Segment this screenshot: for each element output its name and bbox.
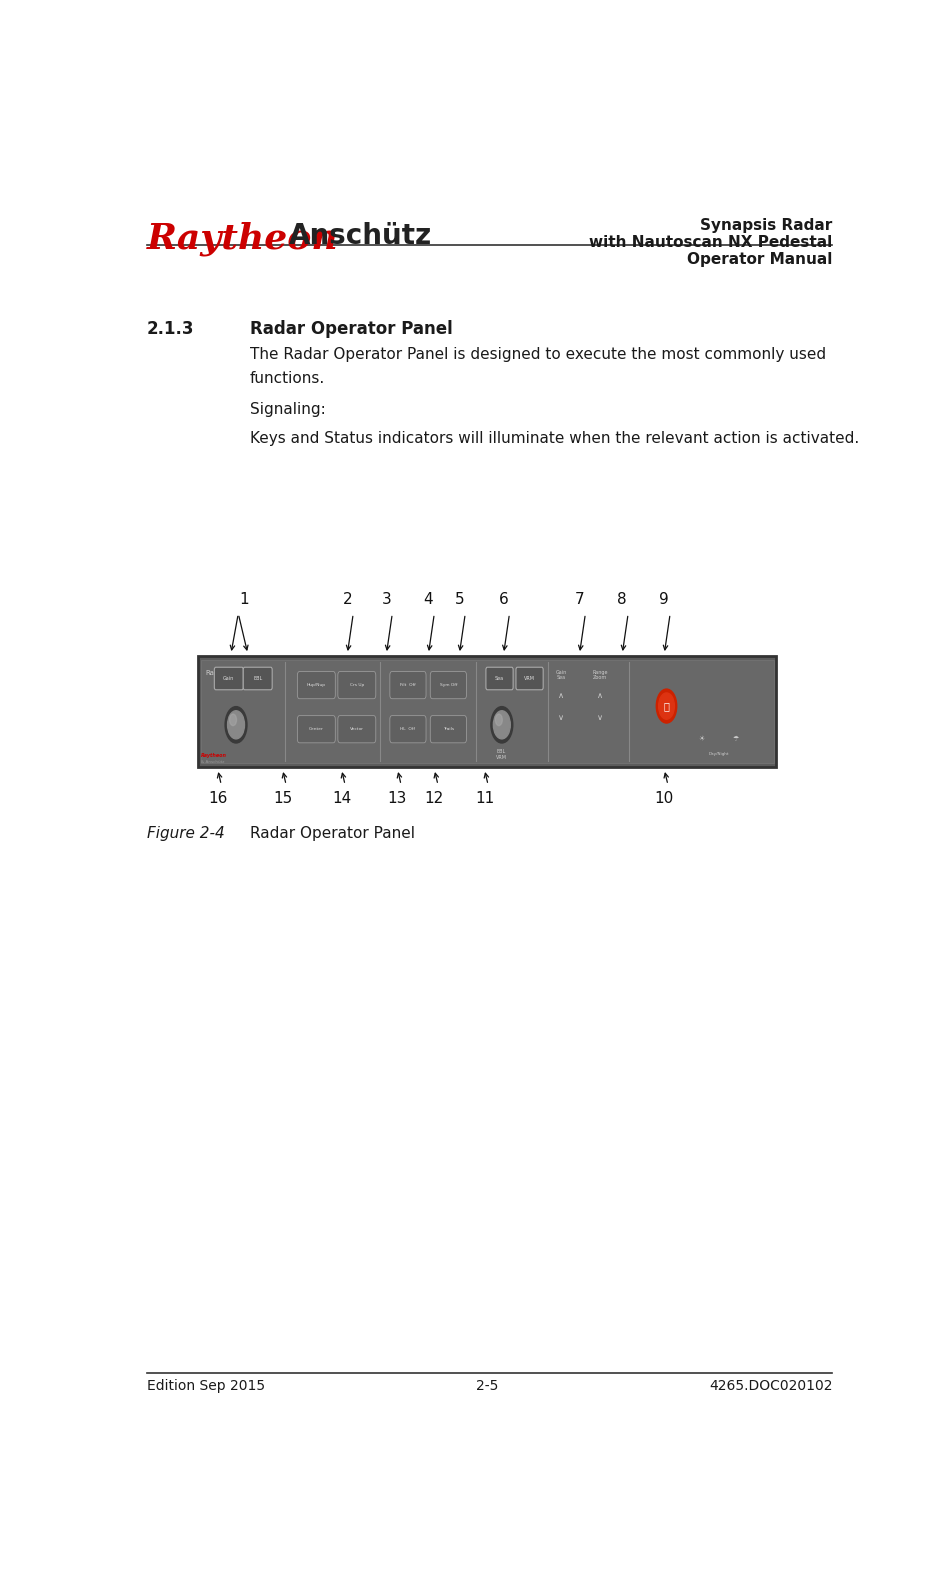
FancyBboxPatch shape <box>390 671 426 698</box>
Text: 10: 10 <box>654 791 674 807</box>
Text: 2.1.3: 2.1.3 <box>146 320 194 337</box>
Text: Gain
Sea: Gain Sea <box>555 670 567 681</box>
Text: Gain: Gain <box>223 676 235 681</box>
Text: Keys and Status indicators will illuminate when the relevant action is activated: Keys and Status indicators will illumina… <box>250 431 860 445</box>
Text: Vector: Vector <box>350 727 363 732</box>
Text: 8: 8 <box>617 592 627 608</box>
Ellipse shape <box>494 711 511 738</box>
Bar <box>199 657 776 767</box>
FancyBboxPatch shape <box>338 671 376 698</box>
Text: Crs Up: Crs Up <box>350 683 364 687</box>
FancyBboxPatch shape <box>298 671 336 698</box>
Text: Sym Off: Sym Off <box>439 683 457 687</box>
Text: Filt  Off: Filt Off <box>400 683 416 687</box>
Ellipse shape <box>491 706 513 743</box>
Text: Anschütz: Anschütz <box>288 221 432 250</box>
FancyBboxPatch shape <box>214 667 243 690</box>
Text: ∨: ∨ <box>558 713 564 722</box>
Text: 15: 15 <box>273 791 292 807</box>
Ellipse shape <box>227 711 244 738</box>
Text: Trails: Trails <box>443 727 454 732</box>
Text: 2-5: 2-5 <box>476 1379 498 1392</box>
Text: ∧: ∧ <box>558 690 564 700</box>
Text: & Anschütz: & Anschütz <box>202 760 224 765</box>
Text: 16: 16 <box>208 791 227 807</box>
Text: 4265.DOC020102: 4265.DOC020102 <box>708 1379 832 1392</box>
Ellipse shape <box>659 694 674 719</box>
Text: Range
Zoom: Range Zoom <box>592 670 608 681</box>
FancyBboxPatch shape <box>430 716 467 743</box>
FancyBboxPatch shape <box>338 716 376 743</box>
Text: 7: 7 <box>574 592 584 608</box>
Ellipse shape <box>656 689 677 722</box>
Text: Radar: Radar <box>205 670 225 676</box>
FancyBboxPatch shape <box>298 716 336 743</box>
FancyBboxPatch shape <box>430 671 467 698</box>
Text: Sea: Sea <box>495 676 504 681</box>
Text: VRM: VRM <box>524 676 535 681</box>
Text: 3: 3 <box>381 592 391 608</box>
Ellipse shape <box>225 706 247 743</box>
FancyBboxPatch shape <box>486 667 514 690</box>
Text: Synapsis Radar: Synapsis Radar <box>700 218 832 232</box>
Text: Day/Night: Day/Night <box>708 751 728 756</box>
Text: Figure 2-4: Figure 2-4 <box>146 826 224 840</box>
FancyBboxPatch shape <box>243 667 272 690</box>
Text: Edition Sep 2015: Edition Sep 2015 <box>146 1379 265 1392</box>
Text: Center: Center <box>309 727 323 732</box>
Text: ⌖: ⌖ <box>664 702 670 711</box>
Bar <box>201 660 774 764</box>
Text: ∨: ∨ <box>597 713 603 722</box>
Text: 5: 5 <box>455 592 464 608</box>
Text: Signaling:: Signaling: <box>250 401 326 417</box>
Text: 2: 2 <box>342 592 352 608</box>
Text: HL  Off: HL Off <box>400 727 416 732</box>
Text: Raytheon: Raytheon <box>146 221 339 256</box>
Text: functions.: functions. <box>250 371 325 387</box>
Text: Hup/Nup: Hup/Nup <box>307 683 326 687</box>
Text: Radar Operator Panel: Radar Operator Panel <box>250 320 453 337</box>
Text: 1: 1 <box>240 592 249 608</box>
Text: ∧: ∧ <box>597 690 603 700</box>
Text: The Radar Operator Panel is designed to execute the most commonly used: The Radar Operator Panel is designed to … <box>250 347 826 361</box>
FancyBboxPatch shape <box>390 716 426 743</box>
Text: EBL
VRM: EBL VRM <box>495 749 507 760</box>
Ellipse shape <box>495 714 502 725</box>
Text: 14: 14 <box>332 791 351 807</box>
Text: Raytheon: Raytheon <box>202 753 227 757</box>
FancyBboxPatch shape <box>516 667 543 690</box>
Text: ☀: ☀ <box>698 737 705 741</box>
Text: with Nautoscan NX Pedestal: with Nautoscan NX Pedestal <box>589 235 832 250</box>
Text: 6: 6 <box>498 592 509 608</box>
Text: Radar Operator Panel: Radar Operator Panel <box>250 826 415 840</box>
Text: 12: 12 <box>425 791 444 807</box>
Text: 13: 13 <box>388 791 407 807</box>
Text: 11: 11 <box>475 791 495 807</box>
Ellipse shape <box>229 714 237 725</box>
Text: 4: 4 <box>423 592 434 608</box>
Text: 9: 9 <box>659 592 670 608</box>
Text: Operator Manual: Operator Manual <box>687 253 832 267</box>
Text: ☂: ☂ <box>732 737 739 741</box>
Text: EBL: EBL <box>253 676 262 681</box>
